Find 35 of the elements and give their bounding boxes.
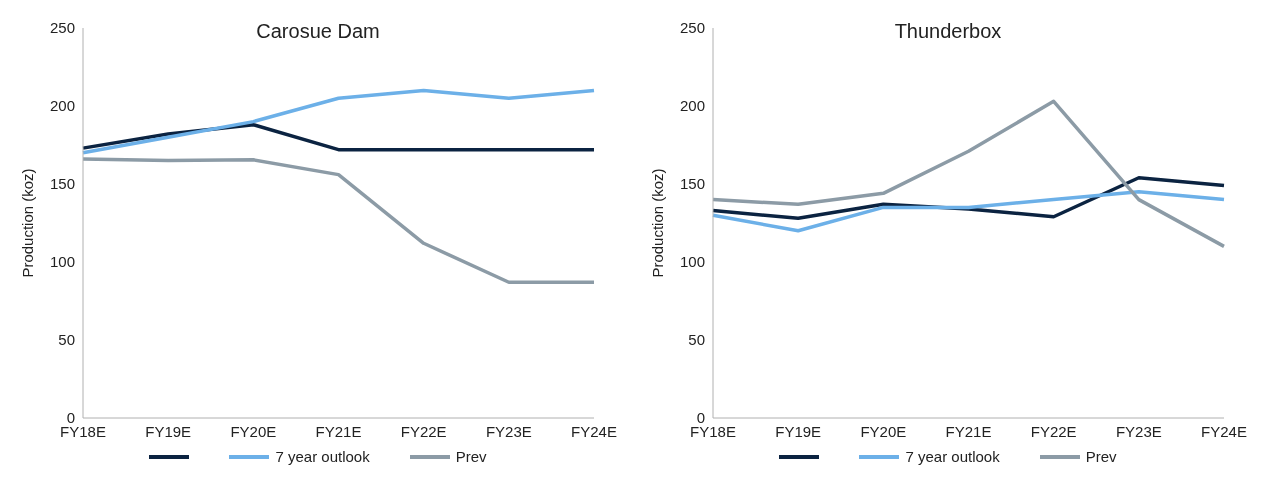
x-tick-label: FY24E (571, 422, 617, 440)
y-tick-label: 250 (49, 19, 75, 37)
y-tick-label: 200 (49, 97, 75, 115)
y-tick-label: 150 (49, 175, 75, 193)
x-tick-label: FY24E (1201, 422, 1247, 440)
y-tick-label: 150 (679, 175, 705, 193)
x-tick-label: FY20E (230, 422, 277, 440)
y-axis-title: Production (koz) (649, 168, 667, 278)
legend-label: 7 year outlook (905, 448, 1000, 465)
x-tick-label: FY22E (400, 422, 447, 440)
x-tick-label: FY19E (145, 422, 192, 440)
line-series (81, 88, 596, 155)
line-series (711, 190, 1226, 233)
y-axis-title: Production (koz) (19, 168, 37, 278)
y-tick-label: 50 (58, 331, 75, 349)
legend-label: 7 year outlook (275, 448, 370, 465)
line-series (81, 157, 596, 285)
x-tick-label: FY22E (1030, 422, 1077, 440)
legend-label: Prev (1085, 448, 1117, 465)
y-tick-label: 50 (688, 331, 705, 349)
chart-title: Thunderbox (894, 20, 1002, 42)
y-tick-label: 100 (49, 253, 75, 271)
x-tick-label: FY21E (945, 422, 992, 440)
y-tick-label: 200 (679, 97, 705, 115)
chart-title: Carosue Dam (256, 20, 380, 42)
y-tick-label: 250 (679, 19, 705, 37)
x-tick-label: FY21E (315, 422, 362, 440)
line-series (81, 122, 596, 152)
x-tick-label: FY20E (860, 422, 907, 440)
x-tick-label: FY23E (485, 422, 532, 440)
line-series (711, 99, 1226, 249)
x-tick-label: FY19E (775, 422, 822, 440)
legend-label: Prev (455, 448, 487, 465)
x-tick-label: FY23E (1115, 422, 1162, 440)
y-tick-label: 100 (679, 253, 705, 271)
